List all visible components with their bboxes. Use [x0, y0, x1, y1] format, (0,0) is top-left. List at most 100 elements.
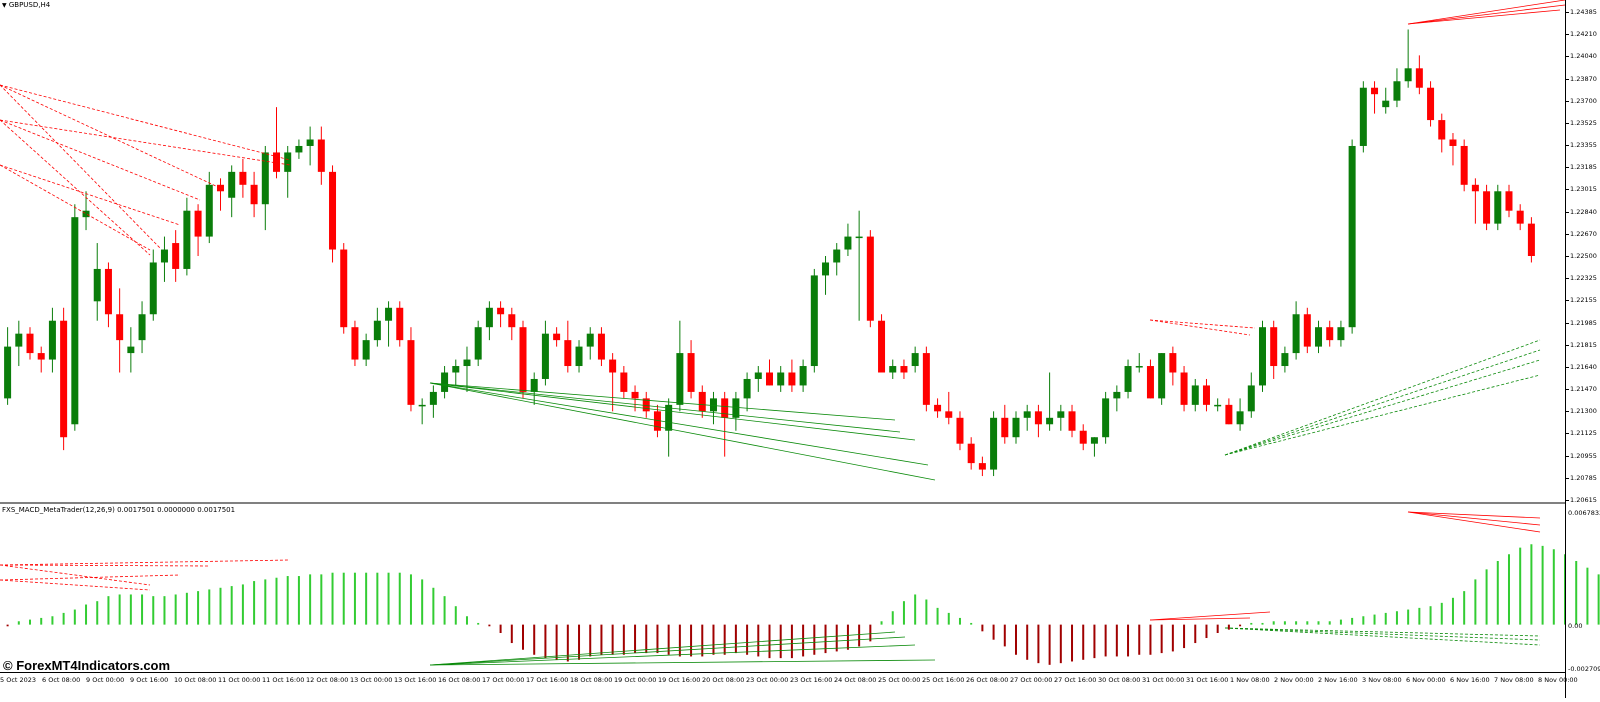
candle-body [676, 353, 684, 405]
watermark-text: © ForexMT4Indicators.com [3, 658, 171, 673]
price-tick-label: 1.21640 [1570, 362, 1597, 371]
time-tick-label: 16 Oct 08:00 [438, 676, 481, 684]
time-tick-label: 6 Oct 08:00 [42, 676, 81, 684]
price-tick [1565, 366, 1569, 368]
candle-body [306, 139, 314, 146]
triangle-down-icon[interactable]: ▼ [2, 2, 7, 9]
candle-body [1001, 417, 1009, 438]
bearish-divergence-line [0, 164, 181, 226]
candle-body [26, 333, 34, 354]
candle-body [160, 249, 168, 263]
candle-body [216, 184, 224, 192]
candle-body [250, 184, 258, 205]
time-tick-label: 27 Oct 16:00 [1054, 676, 1097, 684]
candle-body [340, 249, 348, 328]
candle-body [1527, 223, 1535, 256]
time-tick-label: 23 Oct 16:00 [790, 676, 833, 684]
time-tick-label: 17 Oct 00:00 [482, 676, 525, 684]
candle-body [1124, 366, 1132, 392]
price-tick [1565, 322, 1569, 324]
candle-body [732, 398, 740, 418]
candle-body [508, 314, 516, 328]
time-tick-label: 2 Nov 16:00 [1318, 676, 1358, 684]
candle-body [1315, 327, 1323, 347]
candle-body [553, 333, 561, 341]
bearish-divergence-line [1407, 4, 1566, 25]
price-tick [1565, 300, 1569, 302]
candle-body [373, 320, 381, 341]
candle-body [1516, 210, 1524, 224]
candle-body [967, 443, 975, 464]
bullish-divergence-line [1224, 627, 1541, 637]
candle-body [418, 404, 426, 407]
time-tick-label: 20 Oct 08:00 [702, 676, 745, 684]
price-tick-label: 1.23870 [1570, 74, 1597, 83]
candle-body [4, 346, 12, 399]
candle-body [284, 152, 292, 172]
candle-body [396, 307, 404, 341]
candle-body [362, 340, 370, 360]
symbol-title-text: GBPUSD,H4 [8, 1, 51, 9]
candle-body [945, 411, 953, 418]
candle-body [239, 171, 247, 185]
bullish-divergence-line [1224, 374, 1541, 456]
candle-body [1158, 353, 1166, 399]
bullish-divergence-line [429, 659, 936, 666]
bearish-divergence-line [1407, 511, 1541, 526]
candle-body [665, 404, 673, 431]
indicator-title: FXS_MACD_MetaTrader(12,26,9) 0.0017501 0… [2, 506, 235, 514]
bullish-divergence-line [429, 644, 916, 666]
candle-body [273, 152, 281, 172]
price-tick-label: 1.24385 [1570, 8, 1597, 16]
candle-body [844, 236, 852, 250]
candle-body [1303, 314, 1311, 347]
candle-body [329, 171, 337, 250]
candle-body [822, 262, 830, 276]
time-tick-label: 6 Nov 16:00 [1450, 676, 1490, 684]
candle-body [485, 307, 493, 328]
candle-body [743, 378, 751, 399]
price-tick-label: 1.22500 [1570, 252, 1597, 260]
candle-body [1404, 68, 1412, 82]
time-tick-label: 17 Oct 16:00 [526, 676, 569, 684]
price-tick-label: 1.21300 [1570, 407, 1597, 416]
candle-body [127, 346, 135, 354]
candle-body [116, 314, 124, 341]
time-axis-border [0, 672, 1566, 673]
price-tick [1565, 477, 1569, 479]
price-tick-label: 1.21470 [1570, 385, 1597, 394]
bearish-divergence-line [0, 119, 151, 256]
candle-body [1427, 87, 1435, 121]
bearish-divergence-line [0, 84, 161, 249]
candle-body [1415, 68, 1423, 88]
candle-body [261, 152, 269, 205]
candle-body [1359, 87, 1367, 146]
price-tick-label: 1.23355 [1570, 141, 1597, 150]
candle-body [295, 145, 303, 153]
symbol-title[interactable]: ▼ GBPUSD,H4 [2, 1, 50, 9]
time-tick-label: 25 Oct 16:00 [922, 676, 965, 684]
price-pane[interactable] [4, 29, 1535, 477]
candle-body [1460, 145, 1468, 185]
candle-body [205, 184, 213, 237]
pane-separator[interactable] [0, 502, 1566, 504]
price-tick [1565, 278, 1569, 280]
candle-body [1494, 191, 1502, 224]
time-tick-label: 23 Oct 00:00 [746, 676, 789, 684]
macd-pane[interactable] [6, 544, 1600, 665]
bullish-divergence-line [429, 631, 896, 666]
candle-body [15, 333, 23, 347]
candle-body [407, 340, 415, 405]
candle-body [1449, 139, 1457, 146]
price-tick-label: 1.21125 [1570, 429, 1597, 438]
bullish-divergence-line [429, 382, 901, 433]
candle-body [82, 210, 90, 218]
candle-body [1326, 327, 1334, 341]
candle-body [642, 398, 650, 412]
candle-body [228, 171, 236, 198]
bearish-divergence-line [0, 564, 151, 586]
candle-body [777, 372, 785, 386]
price-tick [1565, 167, 1569, 169]
time-tick-label: 11 Oct 00:00 [218, 676, 261, 684]
